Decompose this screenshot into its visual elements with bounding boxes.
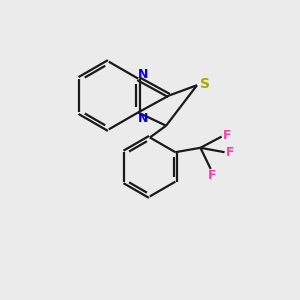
Text: F: F	[208, 169, 216, 182]
Text: F: F	[223, 129, 231, 142]
Text: N: N	[138, 68, 148, 81]
Text: S: S	[200, 77, 210, 91]
Text: F: F	[226, 146, 234, 159]
Text: N: N	[138, 112, 148, 125]
